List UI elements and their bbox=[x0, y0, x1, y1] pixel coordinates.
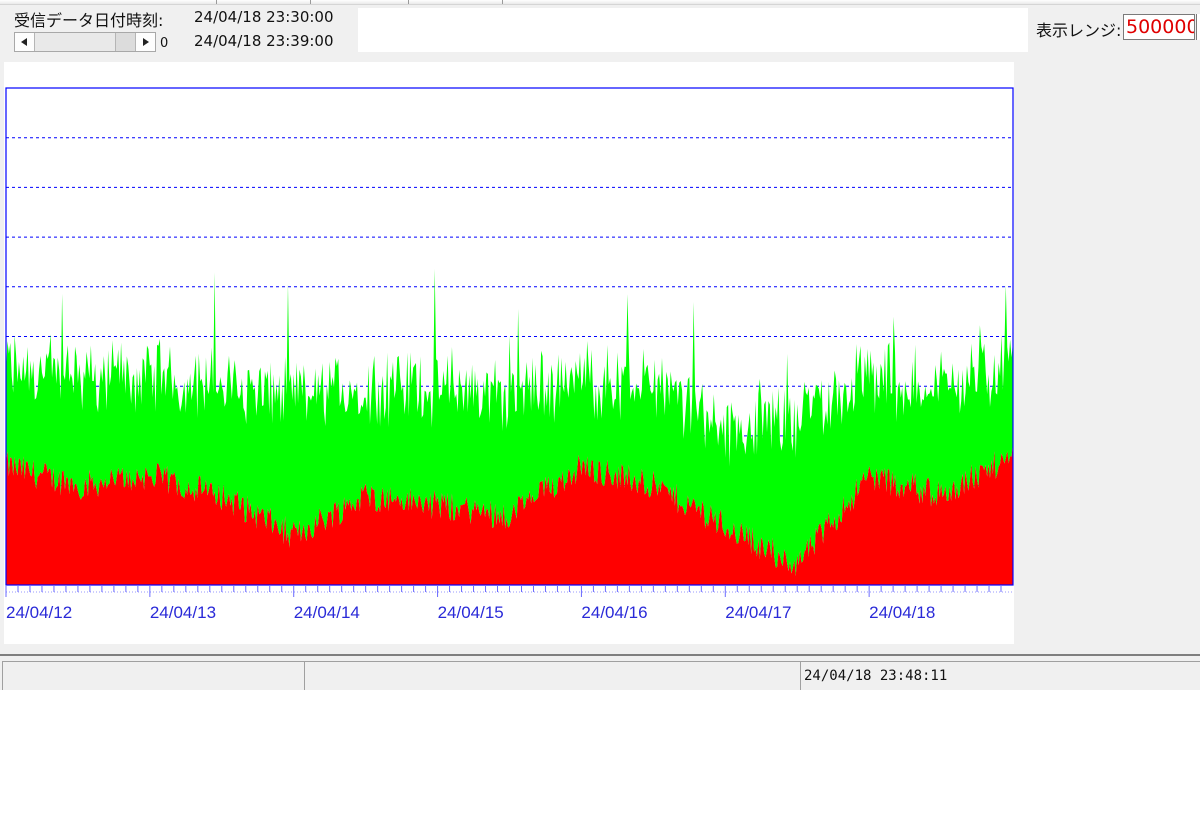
series-green-area bbox=[6, 268, 1013, 577]
traffic-chart: 24/04/12 24/04/13 24/04/14 24/04/15 24/04/16… bbox=[4, 62, 1014, 644]
window-top-edge bbox=[0, 0, 1200, 5]
x-tick-label: 24/04/18 bbox=[869, 603, 935, 622]
x-tick-label: 24/04/15 bbox=[438, 603, 504, 622]
scroll-position-value: 0 bbox=[160, 36, 169, 51]
x-tick-label: 24/04/14 bbox=[294, 603, 360, 622]
status-bar: 24/04/18 23:48:11 bbox=[0, 654, 1200, 690]
tab-divider bbox=[310, 0, 311, 4]
tab-divider bbox=[408, 0, 409, 4]
series-red-area bbox=[6, 442, 1013, 585]
x-tick-label: 24/04/17 bbox=[725, 603, 791, 622]
display-range-input[interactable]: 500000 bbox=[1123, 14, 1195, 40]
monitor-window: 受信データ日付時刻: 24/04/18 23:30:00 24/04/18 23… bbox=[0, 0, 1200, 690]
scroll-right-button[interactable] bbox=[135, 33, 155, 51]
status-pane-1 bbox=[2, 661, 304, 690]
status-pane-3 bbox=[800, 661, 1200, 690]
x-tick-label: 24/04/12 bbox=[6, 603, 72, 622]
status-pane-2 bbox=[304, 661, 800, 690]
received-datetime-label: 受信データ日付時刻: bbox=[14, 11, 164, 30]
triangle-right-icon bbox=[143, 38, 149, 46]
x-axis-ticks: 24/04/12 24/04/13 24/04/14 24/04/15 24/04/16… bbox=[5, 585, 1002, 622]
x-tick-label: 24/04/16 bbox=[581, 603, 647, 622]
x-tick-label: 24/04/13 bbox=[150, 603, 216, 622]
time-scrollbar[interactable] bbox=[14, 32, 156, 52]
status-datetime: 24/04/18 23:48:11 bbox=[804, 668, 948, 684]
info-panel bbox=[358, 8, 1028, 52]
tab-divider bbox=[216, 0, 217, 4]
series-areas bbox=[6, 268, 1013, 585]
tab-divider bbox=[502, 0, 503, 4]
triangle-left-icon bbox=[21, 38, 27, 46]
scroll-thumb[interactable] bbox=[115, 33, 135, 51]
display-range-dropdown-edge[interactable] bbox=[1196, 14, 1200, 40]
chart-panel: 24/04/12 24/04/13 24/04/14 24/04/15 24/04/16… bbox=[4, 62, 1014, 644]
scroll-left-button[interactable] bbox=[15, 33, 35, 51]
start-time-value: 24/04/18 23:30:00 bbox=[194, 8, 334, 26]
display-range-label: 表示レンジ: bbox=[1036, 21, 1122, 40]
end-time-value: 24/04/18 23:39:00 bbox=[194, 32, 334, 50]
